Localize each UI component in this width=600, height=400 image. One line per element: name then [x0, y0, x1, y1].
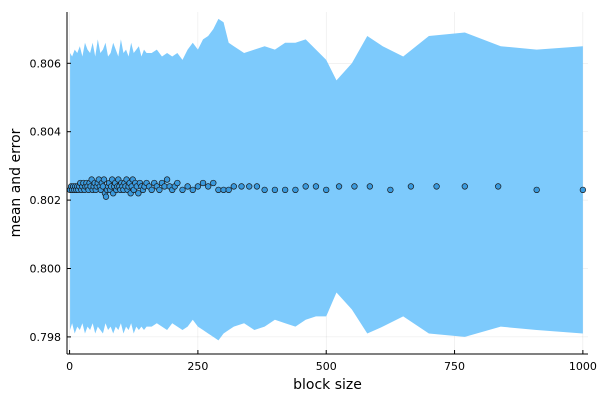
axes — [66, 12, 588, 355]
mean-point — [102, 193, 110, 200]
error-band-layer — [70, 18, 583, 341]
x-tick-label: 750 — [444, 360, 465, 373]
mean-point — [148, 186, 155, 193]
mean-point — [163, 176, 171, 183]
mean-point — [156, 186, 163, 193]
mean-point — [433, 183, 440, 190]
x-tick-label: 250 — [187, 360, 208, 373]
x-tick-label: 0 — [66, 360, 73, 373]
x-axis-title: block size — [293, 377, 362, 393]
mean-point — [189, 186, 196, 193]
mean-point — [253, 183, 261, 190]
mean-point — [366, 183, 374, 190]
mean-point — [292, 186, 299, 193]
mean-point — [351, 183, 358, 190]
mean-point — [533, 186, 540, 193]
mean-point — [312, 183, 320, 190]
mean-point — [246, 183, 253, 190]
mean-point — [205, 183, 212, 190]
mean-point — [238, 183, 245, 190]
mean-points-layer — [66, 176, 587, 200]
mean-point — [261, 186, 268, 193]
x-tick-labels: 0 250 500 750 1000 — [66, 360, 597, 373]
mean-point — [225, 186, 232, 193]
x-tick-label: 1000 — [569, 360, 597, 373]
y-tick-label: 0.806 — [30, 57, 62, 70]
mean-point — [387, 186, 394, 193]
mean-point — [461, 183, 468, 190]
mean-point — [100, 176, 108, 183]
mean-point — [579, 186, 587, 193]
y-axis-title: mean and error — [8, 128, 24, 237]
mean-point — [179, 186, 186, 193]
mean-point — [184, 183, 191, 190]
y-tick-label: 0.804 — [30, 126, 62, 139]
mean-point — [161, 183, 168, 190]
mean-point — [215, 186, 222, 193]
mean-point — [323, 186, 330, 193]
mean-point — [199, 179, 207, 187]
y-tick-label: 0.798 — [30, 331, 62, 344]
mean-point — [495, 183, 502, 190]
mean-point — [302, 183, 309, 190]
mean-point — [335, 183, 343, 190]
mean-point — [194, 183, 202, 190]
mean-point — [230, 183, 237, 190]
mean-point — [174, 179, 181, 187]
mean-point — [407, 183, 415, 190]
y-tick-label: 0.802 — [30, 194, 62, 207]
mean-point — [135, 190, 142, 197]
x-tick-label: 500 — [316, 360, 337, 373]
mean-point — [282, 186, 289, 193]
mean-point — [220, 186, 227, 193]
y-tick-labels: 0.798 0.800 0.802 0.804 0.806 — [30, 57, 62, 344]
error-band — [70, 18, 583, 341]
y-tick-label: 0.800 — [30, 263, 62, 276]
mean-point — [210, 179, 217, 187]
mean-point — [271, 186, 279, 193]
